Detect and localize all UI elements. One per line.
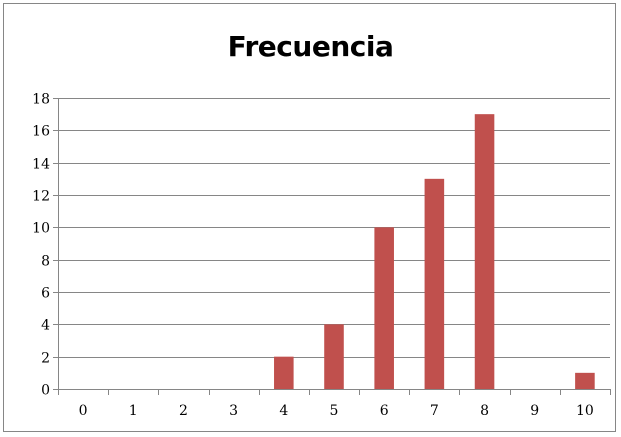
x-tick-label: 6 <box>380 403 389 419</box>
x-tick-label: 0 <box>79 403 88 419</box>
y-tick-label: 6 <box>41 286 50 302</box>
x-tick-label: 3 <box>229 403 238 419</box>
x-tick-label: 8 <box>480 403 489 419</box>
y-tick-label: 14 <box>32 157 50 173</box>
bar-8 <box>474 114 495 390</box>
y-tick-label: 8 <box>41 254 50 270</box>
chart-title: Frecuencia <box>227 30 394 63</box>
x-tick-label: 7 <box>430 403 439 419</box>
bar-10 <box>575 372 595 389</box>
x-tick-label: 1 <box>129 403 138 419</box>
bars <box>274 114 595 390</box>
x-tick-label: 5 <box>330 403 339 419</box>
axes <box>53 98 611 395</box>
y-tick-label: 12 <box>32 189 50 205</box>
x-tick-label: 10 <box>576 403 594 419</box>
y-tick-label: 4 <box>41 318 50 334</box>
y-tick-label: 2 <box>41 351 50 367</box>
y-tick-label: 16 <box>32 124 50 140</box>
y-tick-label: 18 <box>32 92 50 108</box>
bar-4 <box>274 356 294 389</box>
bar-5 <box>324 324 344 389</box>
chart-frame <box>3 3 616 432</box>
y-tick-label: 10 <box>32 221 50 237</box>
bar-7 <box>424 178 445 389</box>
x-tick-label: 2 <box>179 403 188 419</box>
y-tick-label: 0 <box>41 383 50 399</box>
x-tick-label: 4 <box>279 403 288 419</box>
gridlines <box>58 98 610 358</box>
bar-6 <box>374 227 394 389</box>
x-tick-label: 9 <box>530 403 539 419</box>
